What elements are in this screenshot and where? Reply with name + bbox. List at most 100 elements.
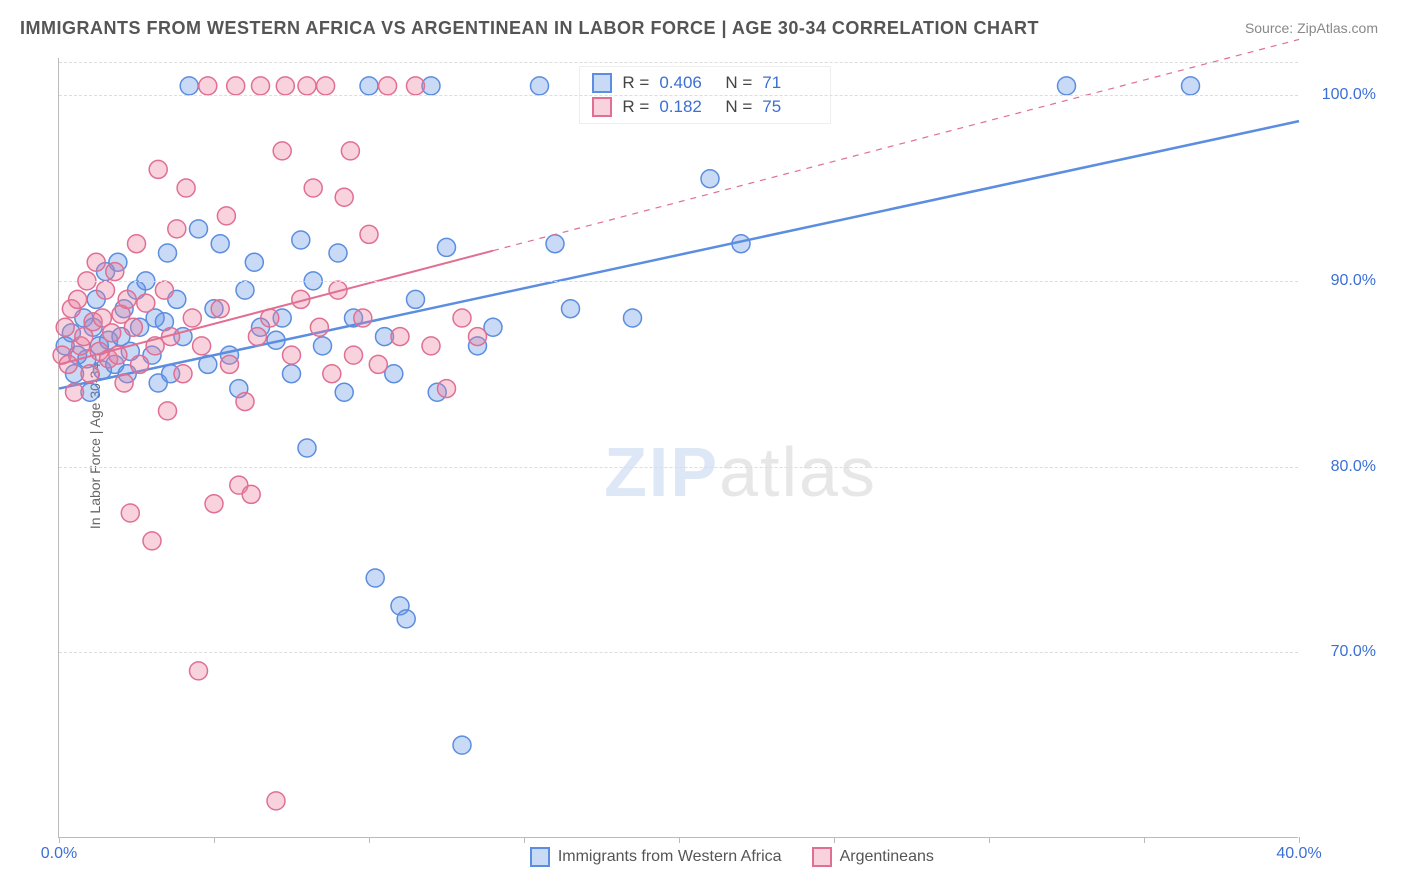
scatter-point	[379, 77, 397, 95]
scatter-point	[1182, 77, 1200, 95]
scatter-point	[121, 504, 139, 522]
scatter-point	[366, 569, 384, 587]
scatter-point	[391, 328, 409, 346]
regression-line	[59, 121, 1299, 388]
scatter-point	[276, 77, 294, 95]
x-tick-mark	[369, 837, 370, 843]
scatter-point	[128, 235, 146, 253]
scatter-point	[199, 77, 217, 95]
grid-line	[59, 95, 1298, 96]
scatter-point	[124, 318, 142, 336]
swatch-blue-icon	[592, 73, 612, 93]
scatter-point	[283, 346, 301, 364]
page-title: IMMIGRANTS FROM WESTERN AFRICA VS ARGENT…	[20, 18, 1039, 39]
scatter-point	[236, 393, 254, 411]
scatter-point	[242, 485, 260, 503]
x-tick-mark	[1299, 837, 1300, 843]
scatter-point	[149, 160, 167, 178]
scatter-point	[298, 439, 316, 457]
scatter-point	[323, 365, 341, 383]
scatter-point	[438, 238, 456, 256]
y-tick-label: 90.0%	[1331, 272, 1376, 290]
scatter-point	[1058, 77, 1076, 95]
scatter-point	[531, 77, 549, 95]
source-attribution: Source: ZipAtlas.com	[1245, 20, 1378, 36]
scatter-point	[453, 736, 471, 754]
scatter-point	[131, 355, 149, 373]
chart-plot-area: ZIPatlas R = 0.406 N = 71 R = 0.182 N = …	[58, 58, 1298, 838]
scatter-point	[177, 179, 195, 197]
scatter-point	[273, 142, 291, 160]
scatter-point	[341, 142, 359, 160]
scatter-point	[283, 365, 301, 383]
grid-line	[59, 652, 1298, 653]
y-tick-label: 70.0%	[1331, 643, 1376, 661]
x-tick-mark	[59, 837, 60, 843]
legend-item-1: Argentineans	[812, 847, 934, 867]
scatter-point	[317, 77, 335, 95]
scatter-point	[248, 328, 266, 346]
scatter-point	[245, 253, 263, 271]
swatch-blue-icon	[530, 847, 550, 867]
scatter-point	[115, 374, 133, 392]
scatter-point	[292, 231, 310, 249]
scatter-point	[397, 610, 415, 628]
scatter-point	[304, 179, 322, 197]
scatter-point	[190, 220, 208, 238]
scatter-point	[137, 294, 155, 312]
scatter-point	[360, 77, 378, 95]
scatter-point	[345, 346, 363, 364]
grid-line	[59, 281, 1298, 282]
legend-row-series-1: R = 0.182 N = 75	[592, 95, 818, 119]
scatter-point	[81, 365, 99, 383]
scatter-point	[624, 309, 642, 327]
scatter-point	[453, 309, 471, 327]
scatter-point	[236, 281, 254, 299]
x-tick-mark	[834, 837, 835, 843]
scatter-point	[118, 290, 136, 308]
legend-row-series-0: R = 0.406 N = 71	[592, 71, 818, 95]
scatter-point	[66, 383, 84, 401]
swatch-pink-icon	[812, 847, 832, 867]
scatter-point	[701, 170, 719, 188]
scatter-point	[221, 355, 239, 373]
grid-line	[59, 467, 1298, 468]
scatter-point	[407, 290, 425, 308]
x-tick-label: 0.0%	[41, 845, 77, 863]
chart-svg	[59, 58, 1298, 837]
x-tick-mark	[214, 837, 215, 843]
legend-series: Immigrants from Western Africa Argentine…	[530, 847, 934, 867]
scatter-point	[217, 207, 235, 225]
scatter-point	[106, 263, 124, 281]
scatter-point	[56, 318, 74, 336]
x-tick-mark	[1144, 837, 1145, 843]
scatter-point	[205, 495, 223, 513]
legend-item-0: Immigrants from Western Africa	[530, 847, 782, 867]
scatter-point	[211, 235, 229, 253]
scatter-point	[183, 309, 201, 327]
r-value-0: 0.406	[659, 73, 715, 93]
y-tick-label: 80.0%	[1331, 458, 1376, 476]
scatter-point	[168, 220, 186, 238]
scatter-point	[193, 337, 211, 355]
scatter-point	[97, 281, 115, 299]
scatter-point	[310, 318, 328, 336]
scatter-point	[369, 355, 387, 373]
scatter-point	[180, 77, 198, 95]
scatter-point	[438, 380, 456, 398]
scatter-point	[174, 365, 192, 383]
scatter-point	[190, 662, 208, 680]
scatter-point	[87, 253, 105, 271]
scatter-point	[407, 77, 425, 95]
scatter-point	[354, 309, 372, 327]
grid-line	[59, 62, 1298, 63]
scatter-point	[335, 383, 353, 401]
scatter-point	[103, 324, 121, 342]
scatter-point	[335, 188, 353, 206]
x-tick-mark	[524, 837, 525, 843]
swatch-pink-icon	[592, 97, 612, 117]
n-value-1: 75	[762, 97, 818, 117]
y-tick-label: 100.0%	[1322, 86, 1376, 104]
scatter-point	[159, 402, 177, 420]
scatter-point	[155, 281, 173, 299]
